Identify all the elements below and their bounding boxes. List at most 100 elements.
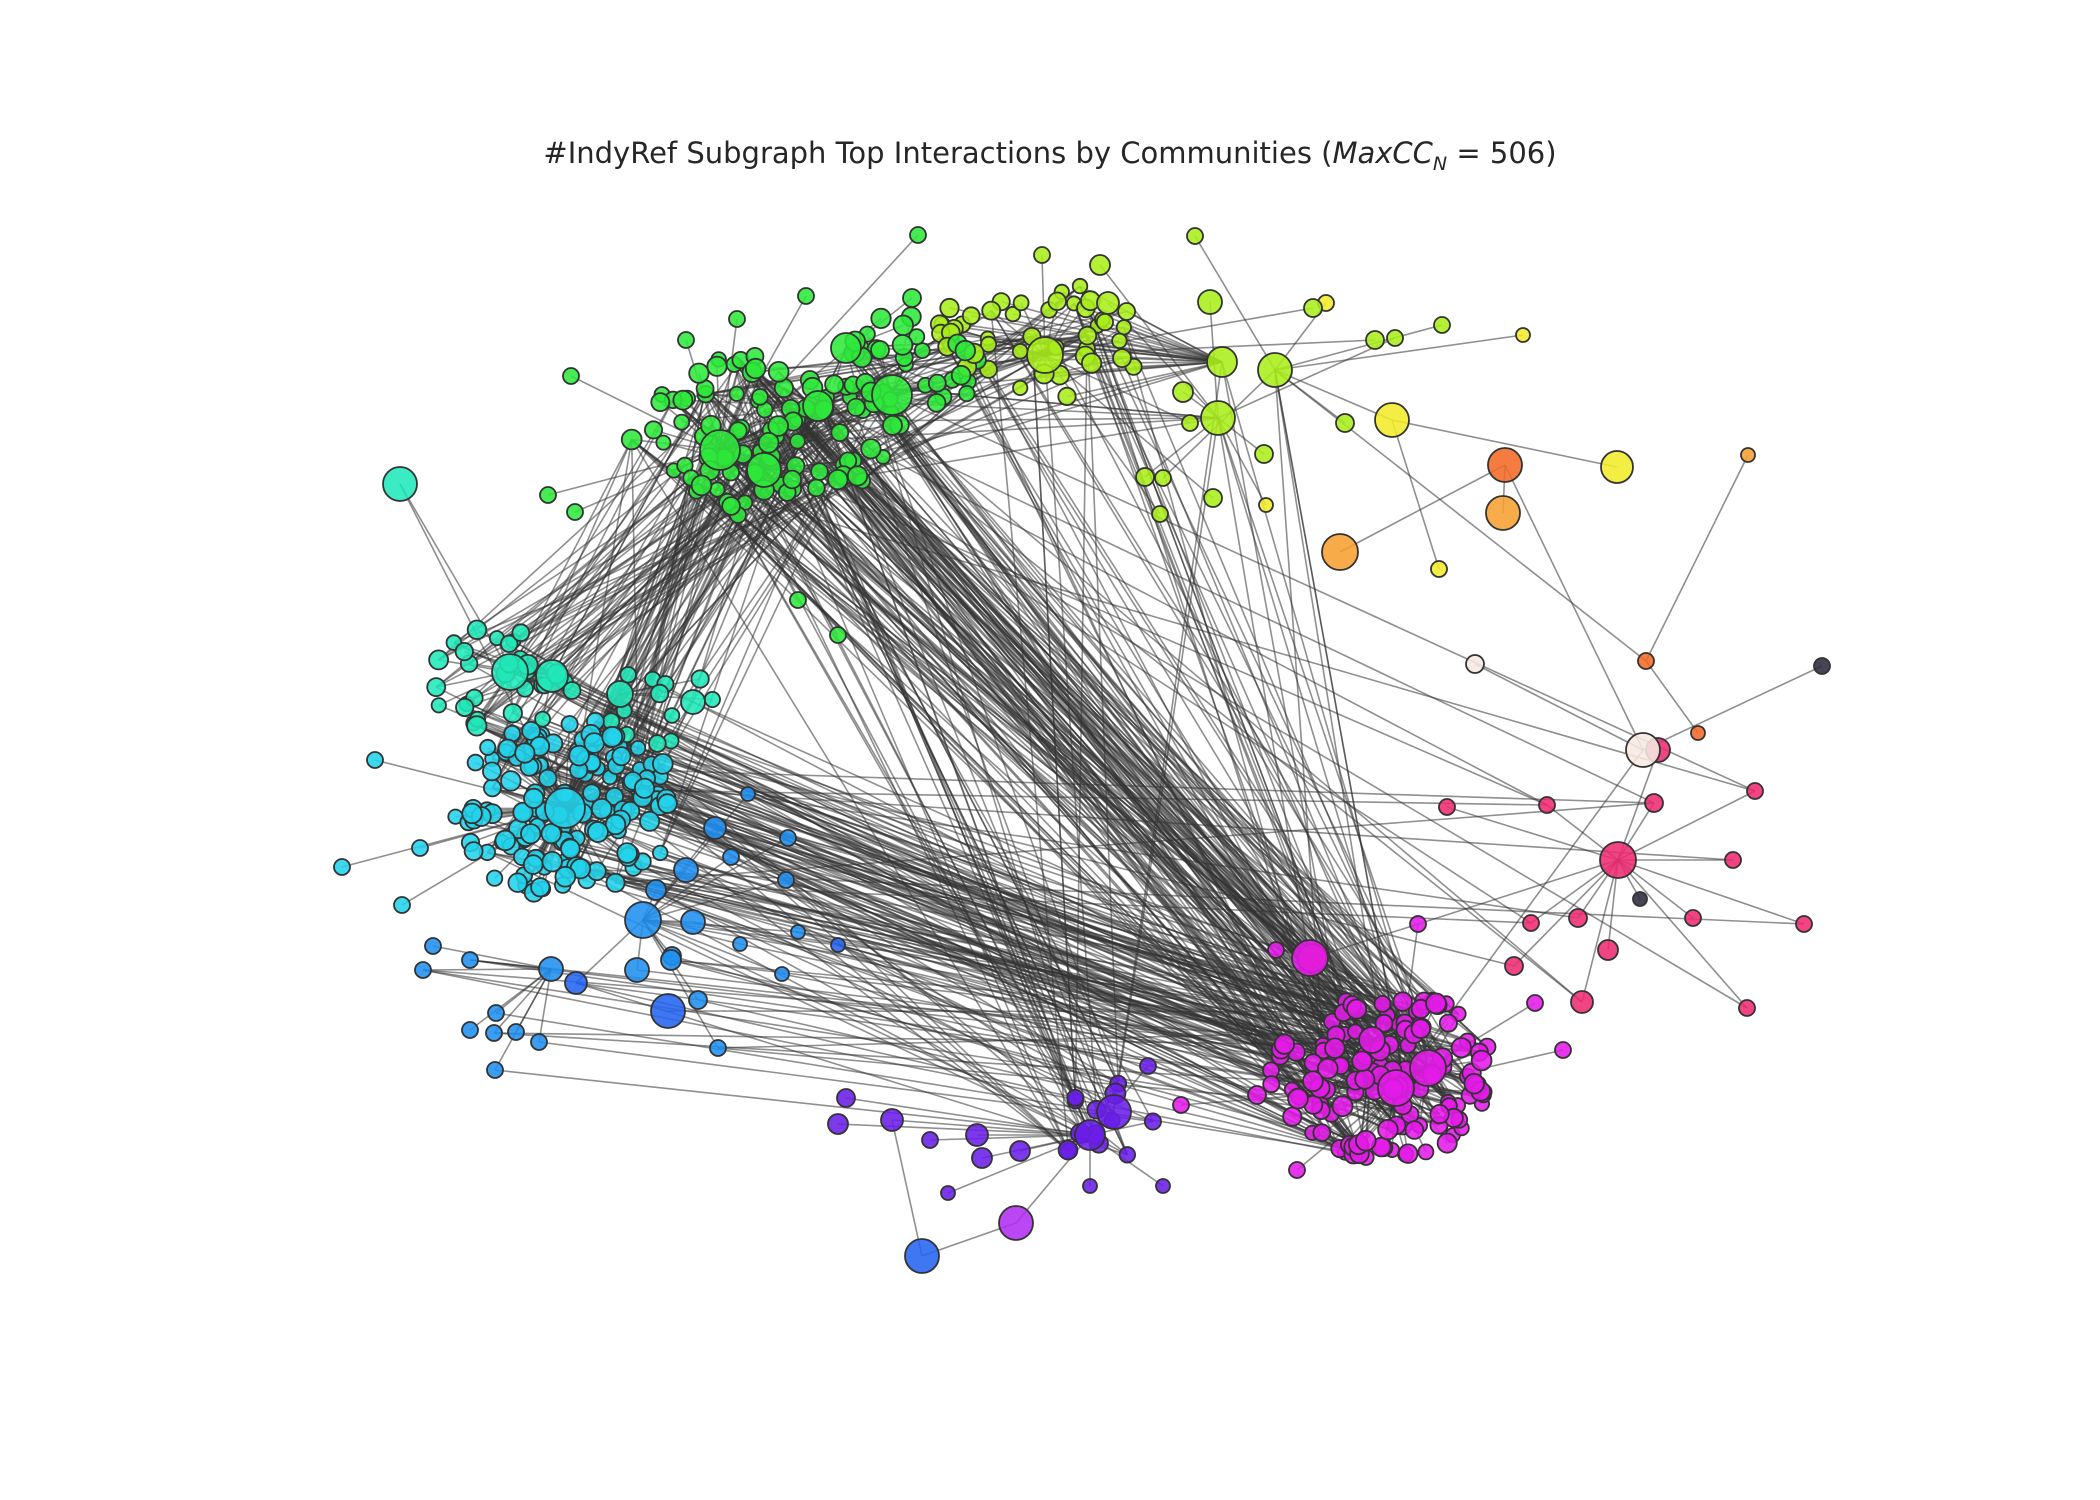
graph-node-pink — [1644, 793, 1664, 813]
graph-node-yellow-green — [1303, 298, 1323, 318]
graph-node-teal — [466, 715, 488, 737]
graph-edge — [1274, 369, 1411, 1115]
graph-node-magenta — [1267, 941, 1285, 959]
graph-node-teal — [562, 681, 582, 700]
graph-node-magenta — [1282, 1106, 1303, 1127]
graph-node-violet — [1096, 1094, 1132, 1130]
graph-edge — [1086, 335, 1119, 1084]
graph-edge — [659, 487, 818, 854]
graph-node-yellow — [1374, 402, 1410, 438]
graph-edge — [595, 720, 1311, 959]
graph-node-yellow-green — [1197, 289, 1223, 315]
graph-node-orange — [1485, 495, 1521, 531]
graph-node-green — [566, 503, 584, 521]
graph-edge — [1073, 303, 1336, 1049]
graph-edge — [1274, 324, 1443, 371]
graph-edge — [438, 368, 757, 661]
graph-edge — [635, 786, 1734, 861]
graph-edge — [494, 1069, 1096, 1136]
graph-node-green — [824, 374, 845, 395]
graph-node-yellow-green — [939, 297, 960, 319]
graph-edge — [615, 802, 1655, 884]
graph-node-pink — [1522, 914, 1540, 932]
graph-node-blue-mid — [507, 1023, 525, 1041]
graph-node-blue-mid — [722, 848, 740, 866]
graph-node-yellow-green — [1335, 413, 1355, 433]
graph-edge — [1617, 859, 1748, 1009]
graph-node-yellow-green — [1151, 505, 1169, 523]
graph-node-green — [728, 385, 745, 402]
graph-node-teal — [426, 677, 447, 697]
graph-edge — [556, 673, 1324, 1052]
graph-edge — [1645, 454, 1749, 662]
graph-node-pink — [1724, 851, 1742, 869]
graph-node-magenta — [1417, 1143, 1435, 1161]
graph-node-magenta — [1404, 1120, 1425, 1140]
graph-node-green — [789, 591, 807, 609]
graph-node-blue-mid — [487, 1004, 505, 1022]
graph-node-cyan-core — [639, 810, 661, 832]
graph-node-green — [829, 626, 847, 644]
graph-edge — [1117, 417, 1219, 1084]
graph-edge — [705, 393, 1219, 419]
graph-node-green — [746, 452, 782, 488]
graph-node-yellow-green — [1033, 246, 1051, 264]
graph-node-blue-mid — [660, 949, 682, 971]
graph-node-magenta — [1409, 1049, 1447, 1087]
graph-edge — [568, 867, 1805, 925]
graph-node-green — [870, 307, 892, 329]
graph-node-cyan-core — [560, 838, 581, 860]
graph-node-cyan-core — [366, 751, 384, 769]
graph-node-cyan-core — [479, 738, 497, 756]
graph-edge — [778, 371, 1406, 1031]
graph-node-magenta — [1450, 1037, 1472, 1059]
graph-edge — [1339, 464, 1506, 553]
graph-edge — [469, 959, 1375, 1092]
graph-node-magenta — [1291, 939, 1329, 977]
graph-node-teal — [648, 734, 667, 753]
graph-node-violet — [921, 1131, 939, 1149]
graph-edge — [1391, 419, 1618, 468]
graph-node-magenta — [1377, 1069, 1415, 1107]
graph-node-green — [827, 468, 849, 491]
graph-node-yellow-green — [1089, 254, 1111, 276]
graph-node-dark — [1632, 891, 1648, 907]
graph-edge — [1617, 859, 1805, 925]
graph-node-pink — [1746, 782, 1764, 800]
graph-edge — [1031, 336, 1077, 1101]
graph-node-cyan-core — [494, 829, 517, 852]
graph-node-magenta — [1392, 991, 1413, 1012]
graph-edge — [1617, 790, 1756, 861]
graph-node-green — [706, 355, 728, 377]
graph-edge — [596, 737, 1515, 967]
graph-node-green — [767, 360, 790, 383]
graph-edge — [642, 919, 719, 1049]
graph-edge — [1504, 464, 1644, 751]
graph-node-yellow-green — [1111, 332, 1128, 350]
graph-edge — [509, 439, 633, 673]
graph-edge — [1073, 303, 1398, 1126]
graph-edge — [670, 959, 1359, 1146]
graph-node-cyan-core — [461, 802, 483, 825]
graph-node-cyan-core — [544, 787, 586, 829]
graph-node-cyan-core — [482, 778, 502, 798]
graph-edge — [929, 1134, 1091, 1141]
graph-node-violet — [971, 1147, 993, 1169]
graph-node-cyan-core — [463, 841, 484, 861]
graph-node-yellow-green — [1433, 316, 1451, 334]
graph-node-cyan-core — [512, 801, 534, 824]
graph-node-pink — [1738, 999, 1756, 1017]
graph-node-teal — [455, 697, 475, 718]
graph-node-yellow-green — [1117, 302, 1136, 321]
graph-node-magenta — [1172, 1096, 1190, 1114]
graph-node-green — [954, 339, 977, 362]
graph-node-yellow-green — [1071, 277, 1089, 295]
graph-edge — [785, 879, 1314, 1082]
graph-node-blue-mid — [624, 957, 650, 983]
graph-node-magenta — [1354, 1068, 1376, 1090]
graph-node-pink — [1504, 956, 1524, 976]
graph-node-magenta — [1554, 1041, 1572, 1059]
graph-node-magenta — [1247, 1085, 1267, 1105]
graph-edge — [432, 945, 552, 970]
graph-edge — [891, 394, 1756, 792]
